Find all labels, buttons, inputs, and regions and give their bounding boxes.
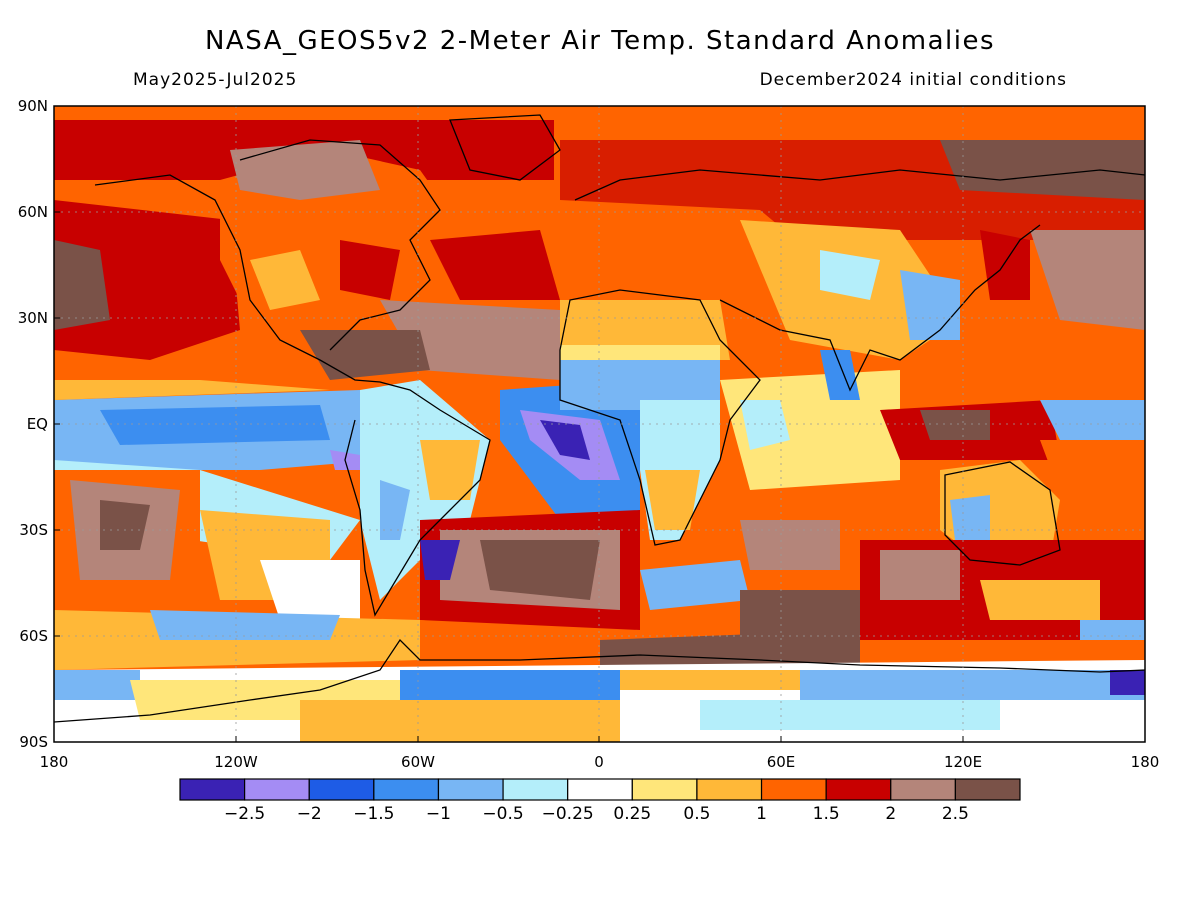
longitude-label: 180 bbox=[1131, 753, 1160, 771]
coastlines bbox=[54, 114, 1145, 723]
colorbar-label: 2 bbox=[885, 804, 896, 824]
colorbar-swatch bbox=[502, 778, 569, 801]
latitude-label: 60N bbox=[18, 203, 48, 221]
longitude-label: 120W bbox=[214, 753, 258, 771]
colorbar bbox=[179, 778, 1021, 801]
graticule bbox=[54, 106, 1145, 742]
latitude-label: 30S bbox=[19, 521, 48, 539]
colorbar-swatch bbox=[179, 778, 246, 801]
colorbar-swatch bbox=[244, 778, 310, 801]
colorbar-label: −1 bbox=[426, 804, 451, 824]
colorbar-label: −2.5 bbox=[224, 804, 265, 824]
longitude-label: 60E bbox=[767, 753, 796, 771]
longitude-label: 180 bbox=[40, 753, 69, 771]
colorbar-label: −0.25 bbox=[542, 804, 594, 824]
colorbar-label: 0.25 bbox=[613, 804, 651, 824]
colorbar-swatch bbox=[890, 778, 956, 801]
colorbar-swatch bbox=[437, 778, 504, 801]
colorbar-swatch bbox=[308, 778, 375, 801]
longitude-labels: 180 120W 60W 0 60E 120E 180 bbox=[40, 736, 1160, 771]
colorbar-label: 0.5 bbox=[683, 804, 710, 824]
colorbar-labels: −2.5 −2 −1.5 −1 −0.5 −0.25 0.25 0.5 1 1.5 2 2.5 bbox=[224, 804, 969, 824]
colorbar-label: −2 bbox=[297, 804, 322, 824]
latitude-label: 90N bbox=[18, 97, 48, 115]
colorbar-swatch bbox=[954, 778, 1021, 801]
initial-conditions: December2024 initial conditions bbox=[759, 70, 1067, 90]
colorbar-label: −1.5 bbox=[353, 804, 394, 824]
colorbar-label: 2.5 bbox=[942, 804, 969, 824]
colorbar-label: 1 bbox=[756, 804, 767, 824]
colorbar-swatch bbox=[696, 778, 763, 801]
latitude-label: EQ bbox=[27, 415, 48, 433]
longitude-label: 0 bbox=[594, 753, 604, 771]
colorbar-label: 1.5 bbox=[813, 804, 840, 824]
longitude-label: 60W bbox=[401, 753, 435, 771]
colorbar-swatch bbox=[760, 778, 827, 801]
colorbar-swatch bbox=[631, 778, 698, 801]
latitude-label: 60S bbox=[19, 627, 48, 645]
forecast-period: May2025-Jul2025 bbox=[133, 70, 298, 90]
latitude-label: 30N bbox=[18, 309, 48, 327]
colorbar-swatch bbox=[567, 778, 633, 801]
colorbar-swatch bbox=[373, 778, 440, 801]
anomaly-field bbox=[54, 106, 1145, 742]
latitude-label: 90S bbox=[19, 733, 48, 751]
colorbar-label: −0.5 bbox=[482, 804, 523, 824]
latitude-labels: 90N 60N 30N EQ 30S 60S 90S bbox=[18, 97, 60, 751]
map-title: NASA_GEOS5v2 2-Meter Air Temp. Standard … bbox=[204, 26, 996, 56]
colorbar-swatch bbox=[825, 778, 892, 801]
longitude-label: 120E bbox=[944, 753, 982, 771]
